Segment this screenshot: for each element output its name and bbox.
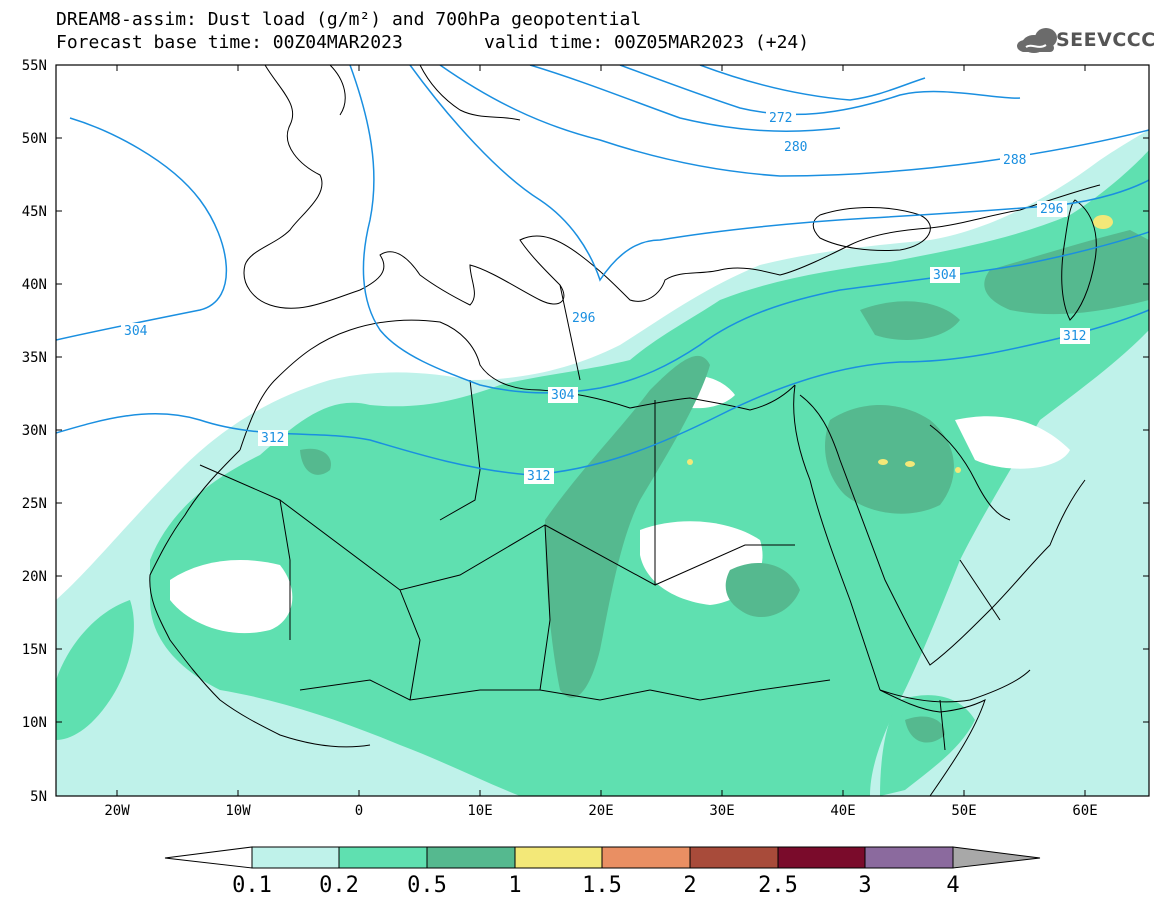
- lat-label: 20N: [22, 569, 47, 585]
- dust-level-4: [687, 215, 1113, 473]
- forecast-base-time: Forecast base time: 00Z04MAR2023: [56, 32, 403, 53]
- logo-text: SEEVCCC: [1056, 29, 1156, 51]
- colorbar-label: 2: [683, 873, 696, 898]
- colorbar: [164, 846, 1041, 869]
- lat-label: 30N: [22, 423, 47, 439]
- colorbar-swatch: [251, 846, 340, 869]
- colorbar-label: 1.5: [582, 873, 622, 898]
- lon-label: 0: [355, 803, 363, 819]
- colorbar-label: 1: [508, 873, 521, 898]
- contour-label: 296: [1040, 202, 1063, 217]
- colorbar-label: 4: [946, 873, 959, 898]
- colorbar-swatch: [426, 846, 516, 869]
- contour-label: 304: [933, 268, 957, 283]
- colorbar-under-triangle: [164, 846, 253, 869]
- lon-label: 10E: [467, 803, 492, 819]
- longitude-axis: [116, 65, 1086, 796]
- colorbar-label: 2.5: [758, 873, 798, 898]
- lat-label: 10N: [22, 715, 47, 731]
- lat-label: 15N: [22, 642, 47, 658]
- lat-label: 55N: [22, 58, 47, 74]
- lat-label: 45N: [22, 204, 47, 220]
- colorbar-swatch: [689, 846, 779, 869]
- contour-label: 288: [1003, 153, 1026, 168]
- latitude-axis: [56, 64, 1149, 797]
- colorbar-swatch: [514, 846, 603, 869]
- colorbar-swatch: [777, 846, 866, 869]
- lon-label: 10W: [225, 803, 251, 819]
- colorbar-swatch: [601, 846, 691, 869]
- map-title: DREAM8-assim: Dust load (g/m²) and 700hP…: [56, 9, 642, 30]
- contour-labels: 272 280 288 296 296 304 304 304 312 312 …: [121, 110, 1090, 484]
- contour-label: 312: [527, 469, 550, 484]
- contour-label: 280: [784, 140, 807, 155]
- dust-level-3: [300, 230, 1149, 743]
- colorbar-labels: 0.1 0.2 0.5 1 1.5 2 2.5 3 4: [232, 873, 960, 898]
- colorbar-label: 0.5: [407, 873, 447, 898]
- contour-label: 312: [1063, 329, 1086, 344]
- contour-label: 304: [551, 388, 575, 403]
- lon-label: 30E: [709, 803, 734, 819]
- contour-label: 312: [261, 431, 284, 446]
- coastlines: [149, 65, 1101, 796]
- lat-label: 50N: [22, 131, 47, 147]
- cloud-icon: [1017, 28, 1057, 53]
- lon-label: 60E: [1072, 803, 1097, 819]
- lon-label: 20E: [588, 803, 613, 819]
- lat-label: 35N: [22, 350, 47, 366]
- colorbar-swatch: [864, 846, 954, 869]
- valid-time: valid time: 00Z05MAR2023 (+24): [484, 32, 810, 53]
- lon-label: 40E: [830, 803, 855, 819]
- lon-label: 50E: [951, 803, 976, 819]
- contour-label: 304: [124, 324, 148, 339]
- lat-label: 40N: [22, 277, 47, 293]
- lat-label: 25N: [22, 496, 47, 512]
- colorbar-over-triangle: [952, 846, 1041, 869]
- colorbar-label: 0.1: [232, 873, 272, 898]
- contour-label: 272: [769, 111, 792, 126]
- lon-label: 20W: [104, 803, 130, 819]
- colorbar-swatch: [338, 846, 428, 869]
- colorbar-label: 0.2: [319, 873, 359, 898]
- longitude-labels: 20W 10W 0 10E 20E 30E 40E 50E 60E: [104, 803, 1097, 819]
- lat-label: 5N: [30, 789, 47, 805]
- colorbar-label: 3: [858, 873, 871, 898]
- contour-label: 296: [572, 311, 595, 326]
- latitude-labels: 55N 50N 45N 40N 35N 30N 25N 20N 15N 10N …: [22, 58, 47, 805]
